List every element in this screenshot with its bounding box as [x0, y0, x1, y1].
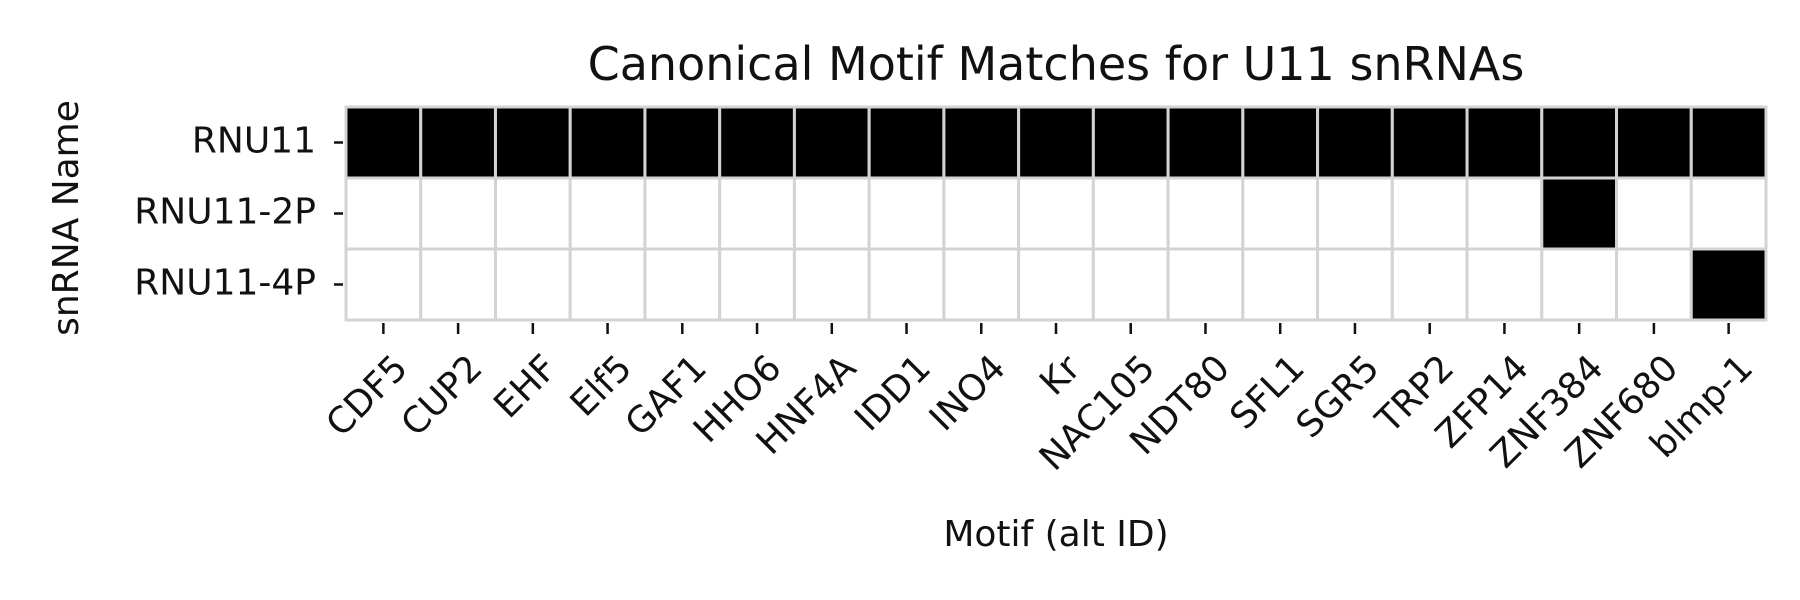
heatmap-cell-RNU11-GAF1	[643, 105, 722, 180]
heatmap-cell-RNU11-4P-GAF1	[643, 247, 722, 322]
heatmap-cell-RNU11-2P-NAC105	[1091, 176, 1170, 251]
heatmap-cell-RNU11-2P-ZNF680	[1615, 176, 1693, 251]
heatmap-cell-RNU11-HNF4A	[792, 105, 871, 180]
heatmap-cell-RNU11-4P-TRP2	[1390, 247, 1469, 322]
y-tick-label: RNU11	[192, 121, 316, 162]
x-tick-label: EHF	[486, 347, 565, 426]
heatmap-cell-RNU11-4P-SFL1	[1241, 247, 1320, 322]
heatmap-cell-RNU11-2P-INO4	[942, 176, 1021, 251]
heatmap-cell-RNU11-4P-NDT80	[1166, 247, 1245, 322]
heatmap-cell-RNU11-ZNF680	[1615, 105, 1693, 180]
heatmap-cell-RNU11-SFL1	[1241, 105, 1320, 180]
heatmap-cell-RNU11-4P-blmp-1	[1689, 247, 1768, 322]
heatmap-cell-RNU11-4P-ZNF384	[1540, 247, 1619, 322]
heatmap-cell-RNU11-CUP2	[419, 105, 497, 180]
heatmap-cell-RNU11-2P-ZFP14	[1465, 176, 1544, 251]
heatmap-cell-RNU11-NAC105	[1091, 105, 1170, 180]
x-tick-label: Kr	[1032, 347, 1088, 403]
heatmap-cell-RNU11-ZFP14	[1465, 105, 1544, 180]
heatmap-cell-RNU11-SGR5	[1316, 105, 1394, 180]
heatmap-cell-RNU11-2P-CDF5	[344, 176, 423, 251]
heatmap-cell-RNU11-4P-NAC105	[1091, 247, 1170, 322]
heatmap-cell-RNU11-4P-Elf5	[568, 247, 647, 322]
heatmap-cell-RNU11-2P-IDD1	[867, 176, 946, 251]
heatmap-cell-RNU11-blmp-1	[1689, 105, 1768, 180]
heatmap-cell-RNU11-2P-SFL1	[1241, 176, 1320, 251]
heatmap-cell-RNU11-Elf5	[568, 105, 647, 180]
heatmap-cell-RNU11-4P-ZFP14	[1465, 247, 1544, 322]
heatmap-cell-RNU11-2P-CUP2	[419, 176, 497, 251]
x-tick-label: CDF5	[319, 347, 416, 444]
heatmap-cell-RNU11-4P-CUP2	[419, 247, 497, 322]
heatmap-cell-RNU11-2P-Kr	[1017, 176, 1095, 251]
heatmap-cell-RNU11-HHO6	[718, 105, 796, 180]
heatmap-cell-RNU11-2P-TRP2	[1390, 176, 1469, 251]
x-tick-label: CUP2	[394, 347, 491, 444]
heatmap-cell-RNU11-2P-ZNF384	[1540, 176, 1619, 251]
heatmap-cell-RNU11-2P-EHF	[493, 176, 572, 251]
y-axis-label: snRNA Name	[46, 100, 87, 336]
heatmap-cell-RNU11-4P-HNF4A	[792, 247, 871, 322]
heatmap-cell-RNU11-2P-SGR5	[1316, 176, 1394, 251]
heatmap-cell-RNU11-4P-Kr	[1017, 247, 1095, 322]
heatmap-cell-RNU11-ZNF384	[1540, 105, 1619, 180]
heatmap-cell-RNU11-EHF	[493, 105, 572, 180]
x-axis-label: Motif (alt ID)	[943, 514, 1168, 555]
heatmap-cell-RNU11-2P-NDT80	[1166, 176, 1245, 251]
heatmap-cell-RNU11-4P-INO4	[942, 247, 1021, 322]
heatmap-cell-RNU11-4P-SGR5	[1316, 247, 1394, 322]
heatmap-cell-RNU11-4P-CDF5	[344, 247, 423, 322]
y-axis: RNU11 RNU11-2P RNU11-4P	[134, 121, 343, 304]
x-tick-label: SGR5	[1289, 347, 1388, 446]
y-tick-label: RNU11-2P	[134, 192, 316, 233]
heatmap-cell-RNU11-2P-Elf5	[568, 176, 647, 251]
x-tick-label: INO4	[922, 347, 1014, 439]
heatmap-cell-RNU11-4P-ZNF680	[1615, 247, 1693, 322]
heatmap-cell-RNU11-2P-HNF4A	[792, 176, 871, 251]
chart-title: Canonical Motif Matches for U11 snRNAs	[588, 37, 1525, 91]
heatmap-cell-RNU11-4P-HHO6	[718, 247, 796, 322]
heatmap-cell-RNU11-INO4	[942, 105, 1021, 180]
heatmap-cell-RNU11-2P-HHO6	[718, 176, 796, 251]
heatmap-cell-RNU11-4P-EHF	[493, 247, 572, 322]
heatmap-cell-RNU11-NDT80	[1166, 105, 1245, 180]
heatmap-cell-RNU11-IDD1	[867, 105, 946, 180]
heatmap-cells	[344, 105, 1768, 322]
heatmap-cell-RNU11-TRP2	[1390, 105, 1469, 180]
heatmap-cell-RNU11-4P-IDD1	[867, 247, 946, 322]
heatmap-cell-RNU11-Kr	[1017, 105, 1095, 180]
heatmap-cell-RNU11-2P-GAF1	[643, 176, 722, 251]
heatmap-cell-RNU11-2P-blmp-1	[1689, 176, 1768, 251]
y-tick-label: RNU11-4P	[134, 263, 316, 304]
heatmap-cell-RNU11-CDF5	[344, 105, 423, 180]
x-tick-label: IDD1	[847, 347, 939, 439]
